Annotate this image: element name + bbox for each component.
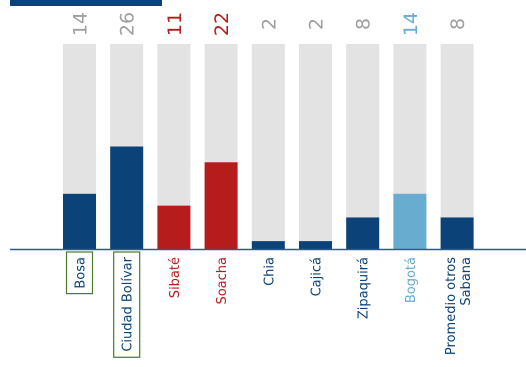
- bar-remainder-chia: [251, 44, 285, 249]
- value-label-promedio-otros-sabana: 8: [447, 18, 469, 30]
- bar-remainder-promedio-otros-sabana: [440, 44, 474, 249]
- bar-remainder-zipaquira: [346, 44, 380, 249]
- category-label-cajica: Cajicá: [310, 257, 325, 296]
- highlight-box-bosa: [65, 251, 94, 295]
- bar-bogota: [393, 193, 427, 249]
- category-label-soacha: Soacha: [215, 257, 230, 305]
- bar-bosa: [63, 193, 96, 249]
- category-label-bosa: Bosa: [74, 257, 89, 289]
- category-label-promedio-otros-sabana: Promedio otrosSabana: [444, 257, 474, 355]
- top-accent-band: [10, 0, 162, 6]
- value-label-zipaquira: 8: [353, 18, 375, 30]
- value-label-bosa: 14: [70, 12, 92, 36]
- bar-chia: [251, 241, 285, 249]
- bar-remainder-cajica: [299, 44, 332, 249]
- highlight-box-ciudad-bolivar: [113, 251, 141, 358]
- bar-promedio-otros-sabana: [440, 217, 474, 249]
- category-label-bogota: Bogotá: [404, 257, 419, 303]
- value-label-bogota: 14: [400, 12, 422, 36]
- bar-cajica: [299, 241, 332, 249]
- value-label-sibate: 11: [164, 12, 186, 36]
- bar-zipaquira: [346, 217, 380, 249]
- category-label-sibate: Sibaté: [168, 257, 183, 298]
- value-label-ciudad-bolivar: 26: [117, 12, 139, 36]
- value-label-soacha: 22: [211, 12, 233, 36]
- category-label-chia: Chia: [262, 257, 277, 286]
- bar-sibate: [157, 205, 191, 249]
- value-label-cajica: 2: [306, 18, 328, 30]
- bar-ciudad-bolivar: [110, 146, 144, 249]
- category-label-ciudad-bolivar: Ciudad Bolívar: [121, 256, 136, 351]
- bar-soacha: [204, 162, 238, 249]
- value-label-chia: 2: [258, 18, 280, 30]
- category-label-zipaquira: Zipaquirá: [357, 257, 372, 319]
